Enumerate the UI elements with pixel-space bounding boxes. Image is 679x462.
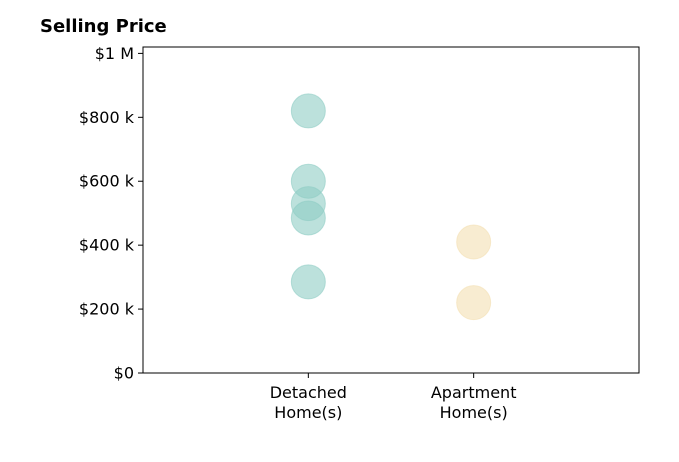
plot-area-frame: [142, 46, 640, 374]
y-tick-label: $1 M: [95, 44, 134, 63]
y-axis: $0 $200 k $400 k $600 k $800 k $1 M: [79, 44, 143, 383]
y-tick-label: $200 k: [79, 300, 135, 319]
y-tick-label: $600 k: [79, 172, 135, 191]
x-tick-label: Apartment Home(s): [431, 383, 517, 422]
chart-title: Selling Price: [40, 16, 167, 37]
y-tick-label: $800 k: [79, 108, 135, 127]
data-point: [290, 200, 326, 236]
y-tick-label: $400 k: [79, 236, 135, 255]
data-point: [290, 93, 326, 129]
x-tick-label: Detached Home(s): [270, 383, 347, 422]
data-point: [456, 224, 492, 260]
data-points: [290, 93, 492, 321]
data-point: [290, 264, 326, 300]
y-tick-label: $0: [114, 364, 134, 383]
data-point: [456, 285, 492, 321]
x-axis: Detached Home(s) Apartment Home(s): [270, 373, 517, 422]
